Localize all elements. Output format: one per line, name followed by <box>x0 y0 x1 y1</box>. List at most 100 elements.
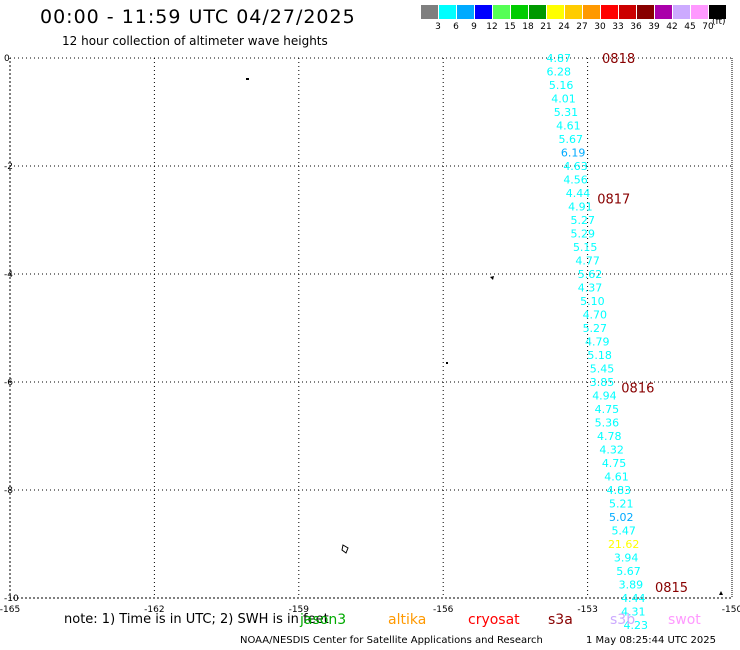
wave-height-point: 5.10 <box>580 295 605 308</box>
wave-height-point: 5.62 <box>578 268 603 281</box>
lon-tick-label: -165 <box>0 605 20 615</box>
wave-height-point: 5.16 <box>549 79 574 92</box>
color-swatch <box>565 5 582 19</box>
wave-height-point: 5.29 <box>571 228 596 241</box>
time-label: 0817 <box>597 192 630 207</box>
wave-height-point: 4.78 <box>597 430 622 443</box>
satellite-altika: altika <box>388 612 427 628</box>
color-scale-unit: (ft) <box>712 17 726 27</box>
lat-tick-label: -2 <box>4 162 13 172</box>
wave-height-point: 5.47 <box>611 525 636 538</box>
color-swatch <box>691 5 708 19</box>
wave-height-point: 4.61 <box>556 120 581 133</box>
wave-height-point: 5.45 <box>590 363 615 376</box>
satellite-cryosat: cryosat <box>468 612 520 628</box>
color-swatch <box>475 5 492 19</box>
island-marker <box>341 544 349 554</box>
color-scale-label: 70 <box>702 22 714 32</box>
wave-height-point: 4.91 <box>568 201 593 214</box>
lon-tick-label: -159 <box>289 605 310 615</box>
satellite-s3b: s3b <box>610 612 636 628</box>
wave-height-point: 4.44 <box>621 592 646 605</box>
wave-height-point: 4.63 <box>563 160 588 173</box>
color-swatch <box>619 5 636 19</box>
color-swatch <box>583 5 600 19</box>
wave-height-point: 4.56 <box>563 174 588 187</box>
wave-height-point: 6.28 <box>546 66 571 79</box>
wave-height-point: 5.02 <box>609 511 634 524</box>
color-scale-label: 45 <box>684 22 696 32</box>
color-swatch <box>439 5 456 19</box>
wave-height-point: 4.61 <box>604 471 629 484</box>
color-swatch <box>547 5 564 19</box>
color-swatch <box>709 5 726 19</box>
wave-height-point: 5.31 <box>554 106 579 119</box>
lon-tick-label: -162 <box>144 605 164 615</box>
time-label: 0815 <box>655 581 688 596</box>
lon-tick-label: -153 <box>577 605 597 615</box>
wave-height-point: 5.18 <box>587 349 612 362</box>
wave-height-point: 5.67 <box>616 565 641 578</box>
map-title: 00:00 - 11:59 UTC 04/27/2025 <box>40 6 356 28</box>
color-scale-label: 6 <box>453 22 459 32</box>
color-scale-label: 15 <box>504 22 516 32</box>
wave-height-point: 4.77 <box>575 255 600 268</box>
satellite-s3a: s3a <box>548 612 573 628</box>
lon-tick-label: -150 <box>722 605 740 615</box>
color-scale-label: 21 <box>540 22 552 32</box>
wave-height-point: 5.27 <box>583 322 608 335</box>
lat-tick-label: -10 <box>4 594 19 604</box>
wave-height-point: 6.19 <box>561 147 586 160</box>
color-scale-label: 3 <box>435 22 441 32</box>
color-swatch <box>655 5 672 19</box>
color-scale-label: 24 <box>558 22 570 32</box>
color-swatch <box>511 5 528 19</box>
color-scale-label: 12 <box>486 22 498 32</box>
wave-height-point: 21.62 <box>608 538 640 551</box>
color-swatch <box>421 5 438 19</box>
wave-height-point: 4.87 <box>546 52 571 65</box>
lon-tick-label: -156 <box>433 605 454 615</box>
wave-height-point: 3.85 <box>590 376 615 389</box>
island-marker <box>490 276 494 280</box>
color-swatch <box>457 5 474 19</box>
color-swatch <box>637 5 654 19</box>
wave-height-point: 5.21 <box>609 498 634 511</box>
lat-tick-label: -8 <box>4 486 13 496</box>
wave-height-point: 4.31 <box>621 606 646 619</box>
wave-height-point: 5.15 <box>573 241 598 254</box>
wave-height-point: 4.70 <box>583 309 608 322</box>
wave-height-point: 5.67 <box>559 133 584 146</box>
credit-text: NOAA/NESDIS Center for Satellite Applica… <box>240 635 543 646</box>
wave-height-point: 4.37 <box>578 282 603 295</box>
wave-height-point: 5.36 <box>595 417 620 430</box>
wave-height-point: 4.94 <box>592 390 617 403</box>
island-marker <box>719 591 723 595</box>
map-subtitle: 12 hour collection of altimeter wave hei… <box>62 34 328 48</box>
wave-height-point: 3.94 <box>614 552 639 565</box>
wave-height-point: 4.44 <box>566 187 591 200</box>
island-marker <box>246 78 249 80</box>
footer-note: note: 1) Time is in UTC; 2) SWH is in fe… <box>64 612 329 627</box>
satellite-jason3: jason3 <box>300 612 347 628</box>
wave-height-point: 3.89 <box>619 579 644 592</box>
color-scale-label: 30 <box>594 22 606 32</box>
color-swatch <box>673 5 690 19</box>
color-swatch <box>529 5 546 19</box>
lat-tick-label: -6 <box>4 378 13 388</box>
satellite-swot: swot <box>668 612 701 628</box>
color-scale-label: 33 <box>612 22 624 32</box>
color-scale-label: 18 <box>522 22 534 32</box>
generated-timestamp: 1 May 08:25:44 UTC 2025 <box>586 635 716 646</box>
color-scale-label: 42 <box>666 22 678 32</box>
wave-height-point: 4.75 <box>602 457 627 470</box>
color-scale-label: 27 <box>576 22 588 32</box>
wave-height-point: 4.75 <box>595 403 620 416</box>
wave-height-point: 4.23 <box>623 619 648 632</box>
color-swatch <box>601 5 618 19</box>
wave-height-point: 4.01 <box>551 93 576 106</box>
island-marker <box>446 362 448 364</box>
wave-height-point: 4.79 <box>585 336 610 349</box>
wave-height-point: 5.27 <box>571 214 596 227</box>
